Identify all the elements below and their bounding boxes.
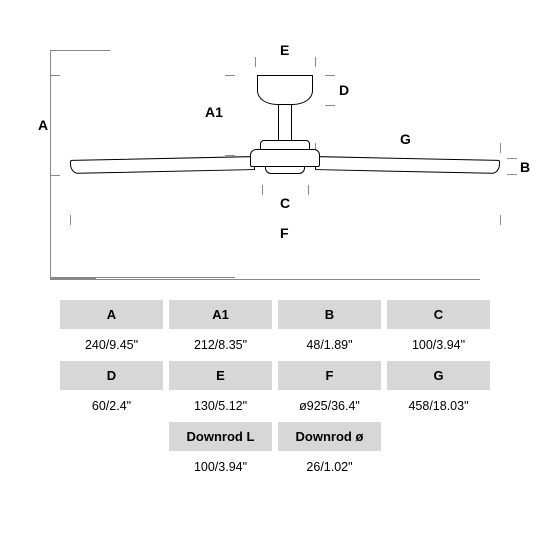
- label-f: F: [280, 226, 289, 240]
- cell-value: 26/1.02": [278, 453, 381, 481]
- table-value-row: 60/2.4" 130/5.12" ø925/36.4" 458/18.03": [60, 392, 490, 420]
- fan-dimension-diagram: E D A A1 B G C F: [50, 50, 500, 270]
- col-head: A: [60, 300, 163, 329]
- col-head: B: [278, 300, 381, 329]
- label-d: D: [339, 83, 349, 97]
- cell-value: 130/5.12": [169, 392, 272, 420]
- fan-hub: [265, 166, 305, 174]
- dim-line-a: [50, 81, 51, 181]
- label-a1: A1: [205, 105, 223, 119]
- col-head: C: [387, 300, 490, 329]
- table-header-row: A A1 B C: [60, 300, 490, 329]
- label-a: A: [38, 118, 48, 132]
- cell-value: 60/2.4": [60, 392, 163, 420]
- col-head: Downrod L: [169, 422, 272, 451]
- cell-value: 212/8.35": [169, 331, 272, 359]
- cell-value: 240/9.45": [60, 331, 163, 359]
- cell-value: 458/18.03": [387, 392, 490, 420]
- label-b: B: [520, 160, 530, 174]
- dim-line-e: [50, 50, 110, 51]
- dim-line-f: [50, 279, 480, 280]
- table-value-row: 100/3.94" 26/1.02": [60, 453, 490, 481]
- label-g: G: [400, 132, 411, 146]
- cell-value: 48/1.89": [278, 331, 381, 359]
- fan-motor: [250, 149, 320, 167]
- table-value-row: 240/9.45" 212/8.35" 48/1.89" 100/3.94": [60, 331, 490, 359]
- col-head: A1: [169, 300, 272, 329]
- col-head: Downrod ø: [278, 422, 381, 451]
- table-header-row: D E F G: [60, 361, 490, 390]
- label-e: E: [280, 43, 289, 57]
- fan-canopy: [257, 75, 313, 105]
- cell-value: 100/3.94": [387, 331, 490, 359]
- col-head: G: [387, 361, 490, 390]
- fan-blade-left: [70, 156, 255, 174]
- dim-line-b: [50, 261, 51, 277]
- fan-downrod: [278, 105, 292, 141]
- col-head: D: [60, 361, 163, 390]
- table-header-row: Downrod L Downrod ø: [60, 422, 490, 451]
- col-head: F: [278, 361, 381, 390]
- fan-blade-right: [315, 156, 500, 174]
- cell-value: 100/3.94": [169, 453, 272, 481]
- dim-line-d: [50, 51, 51, 81]
- col-head: E: [169, 361, 272, 390]
- cell-value: ø925/36.4": [278, 392, 381, 420]
- dimension-table: A A1 B C 240/9.45" 212/8.35" 48/1.89" 10…: [60, 300, 490, 483]
- dim-line-a1: [50, 181, 51, 261]
- label-c: C: [280, 196, 290, 210]
